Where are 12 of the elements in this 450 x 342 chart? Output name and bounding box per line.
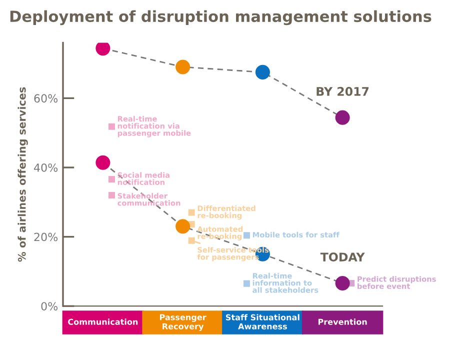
x-tick-label: Passenger Recovery [160,314,206,331]
x-tick-label: Communication [68,318,138,325]
chart-title: Deployment of disruption management solutions [10,10,432,26]
y-tick-label: 40% [34,163,58,172]
y-tick-label: 60% [34,94,58,103]
series-label: TODAY [320,252,365,262]
series-label: BY 2017 [316,86,369,96]
y-tick-label: 20% [34,232,58,242]
x-tick-label: Staff Situational Awareness [226,314,300,330]
y-axis-title: % of airlines offering services [18,87,28,262]
y-tick-label: 0% [41,302,58,310]
x-tick-label: Prevention [318,318,367,325]
